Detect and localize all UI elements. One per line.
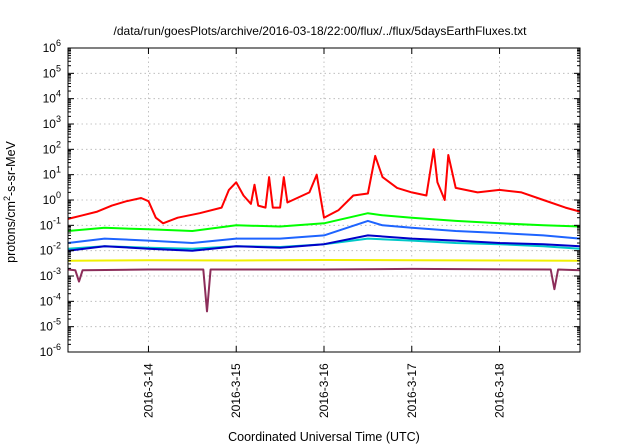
axis-ticks bbox=[68, 47, 580, 353]
y-tick-base: 10 bbox=[40, 244, 54, 258]
y-tick-label: 104 bbox=[43, 89, 61, 106]
y-tick-exponent: 0 bbox=[56, 190, 61, 200]
y-tick-exponent: 1 bbox=[56, 165, 61, 175]
y-tick-base: 10 bbox=[43, 117, 57, 131]
y-tick-label: 100 bbox=[43, 190, 61, 207]
x-tick-label: 2016-3-18 bbox=[493, 363, 507, 418]
y-axis-label-pre: protons/cm bbox=[4, 201, 18, 263]
y-tick-exponent: -6 bbox=[53, 342, 61, 352]
y-tick-exponent: -1 bbox=[53, 215, 61, 225]
series-line bbox=[67, 219, 581, 244]
y-tick-exponent: -5 bbox=[53, 317, 61, 327]
y-tick-base: 10 bbox=[40, 320, 54, 334]
y-axis-label: protons/cm2-s-sr-MeV bbox=[2, 140, 18, 262]
y-tick-label: 105 bbox=[43, 63, 61, 80]
y-tick-base: 10 bbox=[43, 92, 57, 106]
y-tick-exponent: 3 bbox=[56, 114, 61, 124]
y-tick-label: 10-4 bbox=[40, 291, 61, 308]
x-tick-label: 2016-3-14 bbox=[141, 363, 155, 418]
y-tick-exponent: -4 bbox=[53, 291, 61, 301]
grid-lines bbox=[68, 48, 580, 352]
series-line bbox=[67, 148, 581, 225]
y-tick-label: 10-5 bbox=[40, 317, 61, 334]
y-tick-base: 10 bbox=[40, 294, 54, 308]
x-tick-label: 2016-3-17 bbox=[405, 363, 419, 418]
y-tick-label: 101 bbox=[43, 165, 61, 182]
x-tick-label: 2016-3-16 bbox=[317, 363, 331, 418]
y-tick-exponent: 4 bbox=[56, 89, 61, 99]
y-tick-base: 10 bbox=[40, 218, 54, 232]
y-tick-exponent: 2 bbox=[56, 139, 61, 149]
series-group bbox=[67, 148, 581, 313]
series-line bbox=[67, 259, 581, 262]
y-tick-exponent: -3 bbox=[53, 266, 61, 276]
series-line bbox=[67, 267, 581, 313]
chart-title: /data/run/goesPlots/archive/2016-03-18/2… bbox=[114, 24, 528, 38]
y-tick-label: 106 bbox=[43, 38, 61, 55]
series-line bbox=[67, 234, 581, 252]
y-tick-base: 10 bbox=[40, 345, 54, 359]
y-tick-label: 102 bbox=[43, 139, 61, 156]
y-tick-base: 10 bbox=[43, 193, 57, 207]
y-tick-exponent: 6 bbox=[56, 38, 61, 48]
y-tick-label: 10-1 bbox=[40, 215, 61, 232]
series-line bbox=[67, 212, 581, 232]
y-tick-label: 103 bbox=[43, 114, 61, 131]
y-tick-base: 10 bbox=[43, 41, 57, 55]
y-tick-exponent: 5 bbox=[56, 63, 61, 73]
y-tick-base: 10 bbox=[40, 269, 54, 283]
y-tick-label: 10-2 bbox=[40, 241, 61, 258]
y-tick-exponent: -2 bbox=[53, 241, 61, 251]
y-axis-label-sup: 2 bbox=[2, 196, 12, 201]
y-tick-base: 10 bbox=[43, 168, 57, 182]
y-tick-labels: 10-610-510-410-310-210-11001011021031041… bbox=[40, 38, 61, 359]
y-tick-label: 10-6 bbox=[40, 342, 61, 359]
y-tick-base: 10 bbox=[43, 142, 57, 156]
x-axis-label: Coordinated Universal Time (UTC) bbox=[228, 430, 420, 444]
x-tick-label: 2016-3-15 bbox=[229, 363, 243, 418]
y-tick-label: 10-3 bbox=[40, 266, 61, 283]
x-tick-labels: 2016-3-14 2016-3-15 2016-3-16 2016-3-17 2016… bbox=[141, 363, 506, 418]
y-axis-label-post: -s-sr-MeV bbox=[4, 140, 18, 196]
y-tick-base: 10 bbox=[43, 66, 57, 80]
